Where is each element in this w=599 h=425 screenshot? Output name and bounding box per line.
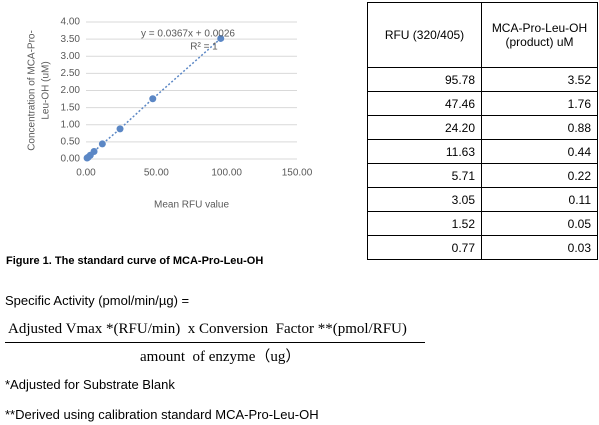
y-tick-label: 3.00 [61, 51, 81, 62]
table-cell: 0.88 [481, 115, 598, 140]
table-row: 3.05 0.11 [367, 187, 598, 212]
table-cell: 3.05 [367, 187, 482, 212]
table-header: RFU (320/405) MCA-Pro-Leu-OH (product) uM [367, 2, 598, 68]
table-row: 24.20 0.88 [367, 115, 598, 140]
chart: 0.00 0.50 1.00 1.50 2.00 2.50 3.00 3.50 4.00 0.00… [27, 17, 313, 211]
y-axis-label: Concentration of MCA-Pro- [27, 30, 38, 151]
table-cell: 0.77 [367, 235, 482, 260]
data-point [149, 95, 157, 103]
note: *Adjusted for Substrate Blank [5, 377, 175, 392]
table-row: 1.52 0.05 [367, 211, 598, 236]
table-cell: 0.03 [481, 235, 598, 260]
formula-label: Specific Activity (pmol/min/µg) = [5, 293, 190, 308]
fraction-bar [5, 342, 425, 343]
table-row: 0.77 0.03 [367, 235, 598, 260]
y-tick-label: 0.50 [61, 137, 81, 148]
table-cell: 0.05 [481, 211, 598, 236]
trend-equation: y = 0.0367x + 0.0026 [141, 29, 235, 40]
x-tick-label: 50.00 [144, 168, 169, 179]
table-cell: 3.52 [481, 67, 598, 92]
table-cell: 0.11 [481, 187, 598, 212]
y-axis-label: Leu-OH (uM) [41, 61, 52, 119]
table-cell: 0.22 [481, 163, 598, 188]
r-squared: R² = 1 [190, 42, 218, 53]
table-cell: MCA-Pro-Leu-OH (product) uM [481, 2, 598, 68]
table-cell: 95.78 [367, 67, 482, 92]
data-point [98, 140, 106, 148]
data-table: RFU (320/405) MCA-Pro-Leu-OH (product) uM… [367, 2, 598, 260]
note: **Derived using calibration standard MCA… [5, 407, 319, 422]
table-row: 47.46 1.76 [367, 91, 598, 116]
x-tick-label: 0.00 [76, 168, 96, 179]
x-tick-label: 100.00 [211, 168, 242, 179]
table-cell: RFU (320/405) [367, 2, 482, 68]
y-tick-label: 1.00 [61, 119, 81, 130]
table-cell: 5.71 [367, 163, 482, 188]
y-tick-label: 0.00 [61, 154, 81, 165]
x-tick-label: 150.00 [282, 168, 313, 179]
table-row: 95.78 3.52 [367, 67, 598, 92]
data-point [116, 125, 124, 133]
caption: Figure 1. The standard curve of MCA-Pro-… [6, 255, 264, 267]
y-tick-label: 2.50 [61, 68, 81, 79]
table-cell: 11.63 [367, 139, 482, 164]
table-row: 5.71 0.22 [367, 163, 598, 188]
data-point [217, 34, 225, 42]
y-tick-label: 3.50 [61, 34, 81, 45]
table-row: 11.63 0.44 [367, 139, 598, 164]
formula-denominator: amount of enzyme（ug） [140, 349, 301, 365]
table-cell: 24.20 [367, 115, 482, 140]
table-cell: 1.76 [481, 91, 598, 116]
table-cell: 1.52 [367, 211, 482, 236]
table-cell: 47.46 [367, 91, 482, 116]
y-tick-label: 4.00 [61, 17, 81, 28]
y-tick-label: 1.50 [61, 102, 81, 113]
table-cell: 0.44 [481, 139, 598, 164]
x-axis-label: Mean RFU value [154, 200, 229, 211]
data-point [83, 154, 91, 162]
formula-numerator: Adjusted Vmax *(RFU/min) x Conversion Fa… [8, 321, 407, 337]
y-tick-label: 2.00 [61, 85, 81, 96]
